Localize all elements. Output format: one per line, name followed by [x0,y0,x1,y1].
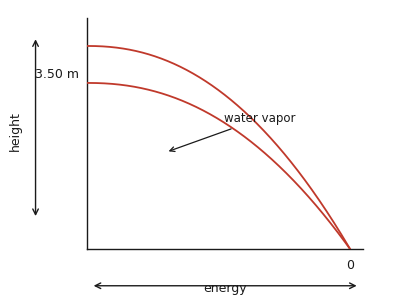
Text: energy: energy [203,282,247,295]
Text: height: height [9,111,22,151]
Text: 3.50 m: 3.50 m [35,67,79,81]
Text: water vapor: water vapor [170,112,295,151]
Text: 0: 0 [346,258,354,271]
